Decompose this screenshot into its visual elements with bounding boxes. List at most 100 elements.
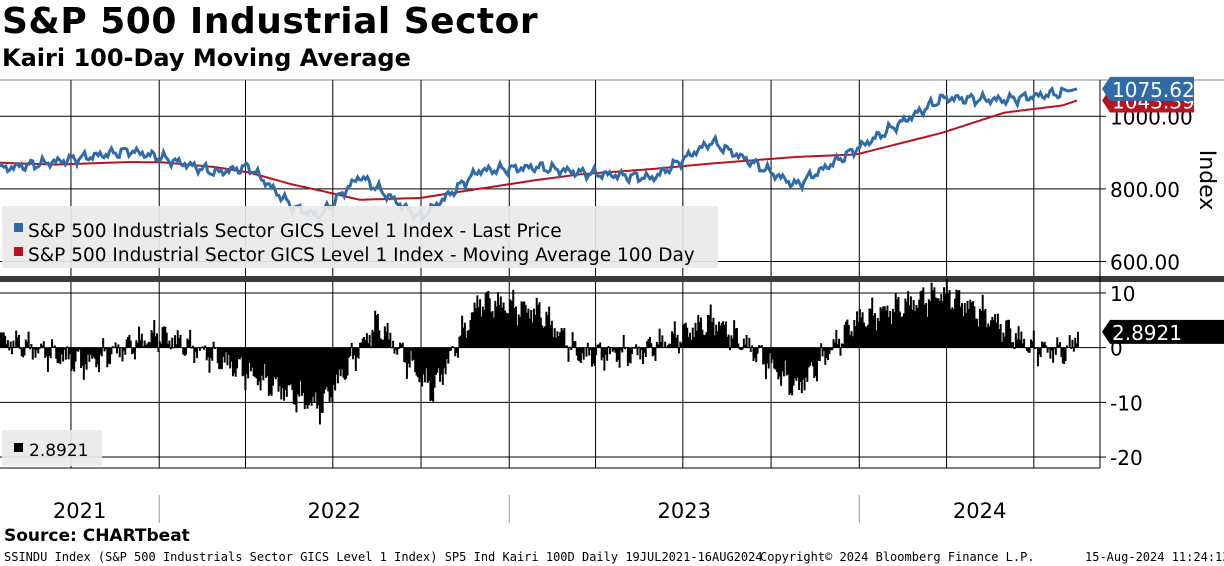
kairi-bar: [1053, 347, 1056, 349]
kairi-bar: [234, 347, 237, 377]
kairi-bar: [810, 347, 813, 363]
kairi-bar: [621, 347, 624, 353]
kairi-bar: [386, 322, 389, 348]
kairi-bar: [117, 344, 120, 348]
kairi-bar: [999, 324, 1002, 348]
kairi-bar: [64, 347, 67, 360]
price-legend-box: [2, 206, 718, 268]
kairi-bar: [310, 347, 313, 406]
kairi-bar: [1050, 347, 1053, 351]
y-tick-label: 10: [1110, 282, 1135, 306]
kairi-bar: [226, 347, 229, 366]
kairi-bar: [263, 347, 266, 364]
kairi-bar: [29, 347, 31, 350]
kairi-bar: [724, 321, 727, 348]
kairi-bar: [190, 347, 193, 349]
kairi-bar: [211, 347, 214, 361]
kairi-bar: [208, 347, 211, 373]
kairi-bar: [289, 347, 292, 385]
kairi-bar: [911, 309, 914, 348]
kairi-bar: [976, 318, 979, 348]
kairi-bar: [342, 347, 345, 378]
kairi-bar: [929, 301, 932, 348]
kairi-bar: [503, 310, 506, 348]
kairi-bar: [288, 347, 291, 386]
kairi-bar: [695, 330, 698, 348]
kairi-bar: [901, 316, 904, 348]
kairi-bar: [639, 347, 642, 360]
kairi-bar: [756, 347, 759, 354]
kairi-bar: [711, 322, 714, 348]
kairi-bar: [909, 296, 912, 348]
kairi-bar: [938, 300, 941, 348]
kairi-bar: [860, 317, 863, 348]
kairi-bar: [218, 347, 221, 370]
kairi-bar: [52, 346, 55, 348]
kairi-bar: [1013, 347, 1016, 350]
kairi-bar: [538, 302, 541, 348]
kairi-bar: [532, 308, 535, 348]
kairi-bar: [806, 347, 809, 382]
kairi-bar: [731, 338, 734, 348]
kairi-bar: [657, 344, 660, 348]
kairi-bar: [1052, 347, 1055, 363]
kairi-bar: [307, 347, 310, 406]
kairi-bar: [389, 332, 392, 348]
kairi-bar: [42, 341, 45, 348]
kairi-bar: [838, 338, 841, 348]
kairi-bar: [295, 347, 298, 413]
kairi-bar: [578, 347, 581, 362]
kairi-bar: [515, 306, 517, 348]
kairi-bar: [336, 347, 339, 384]
kairi-bar: [231, 347, 234, 377]
kairi-bar: [429, 347, 432, 401]
kairi-bar: [178, 338, 181, 348]
kairi-bar: [1017, 326, 1020, 348]
legend-label-kairi: 2.8921: [29, 441, 88, 461]
kairi-bar: [59, 347, 62, 365]
kairi-bar: [1065, 345, 1068, 348]
kairi-bar: [1076, 331, 1079, 348]
price-last-tag-shape: [1102, 76, 1194, 101]
kairi-bar: [306, 347, 309, 409]
kairi-bar: [294, 347, 297, 405]
legend-label-ma: S&P 500 Industrial Sector GICS Level 1 I…: [28, 245, 695, 266]
kairi-bar: [1054, 347, 1057, 355]
kairi-bar: [1031, 341, 1034, 348]
kairi-bar: [858, 308, 861, 348]
kairi-bar: [147, 341, 150, 348]
kairi-bar: [628, 347, 631, 363]
legend-label-price: S&P 500 Industrials Sector GICS Level 1 …: [28, 221, 562, 242]
kairi-bar: [821, 347, 824, 357]
kairi-bar: [516, 325, 519, 348]
kairi-bar: [173, 335, 176, 348]
kairi-bar: [624, 347, 627, 350]
kairi-bar: [800, 347, 803, 394]
kairi-bar: [700, 317, 703, 348]
kairi-bar: [1027, 347, 1030, 353]
kairi-bar: [223, 347, 226, 363]
kairi-bar: [949, 309, 952, 348]
kairi-bar: [78, 347, 81, 350]
kairi-bar: [1016, 339, 1019, 348]
kairi-bar: [486, 291, 488, 348]
kairi-bar: [1056, 337, 1059, 348]
kairi-bar: [602, 347, 604, 358]
y-tick-label: 600.00: [1110, 250, 1180, 274]
kairi-bar: [822, 347, 825, 352]
kairi-bar: [8, 347, 11, 351]
kairi-bar: [849, 335, 852, 348]
kairi-bar: [201, 346, 204, 348]
kairi-bar: [974, 318, 977, 348]
kairi-bar: [937, 298, 940, 348]
kairi-bar: [412, 347, 415, 360]
kairi-bar: [934, 297, 937, 348]
kairi-bar: [610, 346, 613, 348]
kairi-bar: [272, 347, 274, 386]
kairi-bar: [385, 331, 388, 348]
kairi-bar: [477, 307, 480, 348]
kairi-bar: [737, 343, 740, 348]
kairi-bar: [965, 312, 968, 348]
kairi-bar: [686, 327, 689, 348]
kairi-bar: [262, 347, 265, 381]
